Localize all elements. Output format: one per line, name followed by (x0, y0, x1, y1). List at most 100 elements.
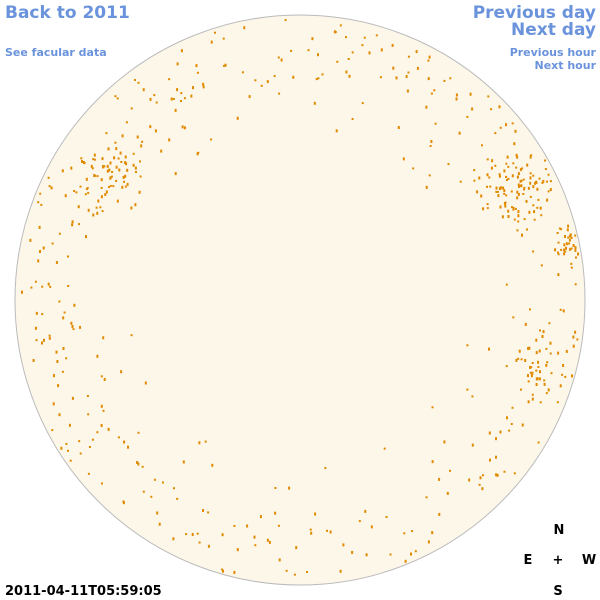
facula (102, 409, 105, 412)
facula (50, 186, 53, 190)
facula (404, 559, 407, 563)
facula (490, 166, 493, 170)
facula (533, 210, 536, 214)
facula (459, 180, 462, 183)
facula (403, 532, 406, 535)
facula (547, 173, 550, 176)
facula (545, 392, 548, 395)
facula (96, 175, 99, 178)
facula (317, 77, 320, 80)
previous-day-link[interactable]: Previous day (473, 3, 596, 23)
facula (561, 373, 564, 376)
facula (333, 30, 336, 34)
facula (407, 71, 410, 74)
facula (510, 423, 513, 425)
facula (495, 437, 497, 441)
facula (183, 126, 186, 130)
facula (284, 19, 287, 22)
facula (560, 228, 563, 231)
facula (30, 286, 33, 289)
facula (168, 138, 171, 142)
facula (176, 497, 179, 500)
facula (571, 374, 573, 378)
facula (176, 62, 179, 66)
facula (557, 251, 559, 254)
facula (542, 330, 545, 334)
facula (210, 138, 213, 141)
facula (487, 95, 490, 98)
facula (549, 180, 552, 183)
facula (126, 168, 129, 172)
facula (370, 525, 373, 529)
facula (511, 406, 514, 409)
facula (90, 164, 93, 168)
facula (174, 108, 177, 112)
next-hour-link[interactable]: Next hour (535, 59, 597, 72)
facula (91, 167, 94, 170)
facula (530, 366, 533, 369)
facula (532, 185, 535, 189)
facula (110, 175, 113, 178)
compass-east: E (524, 553, 533, 568)
facula (563, 248, 566, 252)
facula (539, 370, 541, 374)
facula (495, 455, 497, 459)
facula (278, 92, 281, 95)
facula (489, 185, 492, 188)
facula (101, 482, 103, 485)
facula (543, 379, 546, 382)
facula (532, 250, 535, 253)
facula (153, 478, 156, 481)
facula (576, 338, 579, 341)
facula (310, 531, 313, 535)
facula (195, 64, 198, 68)
facula (172, 537, 175, 541)
facula (274, 511, 277, 515)
facula (102, 336, 105, 340)
facula (395, 76, 398, 80)
facula (124, 155, 127, 159)
facula (72, 328, 75, 331)
facula (519, 168, 522, 172)
facula (559, 384, 562, 388)
facula (121, 134, 124, 138)
facula (564, 235, 566, 238)
facula (153, 94, 156, 97)
facula (522, 193, 525, 195)
previous-hour-link[interactable]: Previous hour (510, 46, 597, 59)
facula (458, 131, 461, 135)
facula (65, 357, 68, 360)
facula (172, 98, 175, 100)
facula (268, 540, 271, 544)
facula (248, 95, 251, 99)
facula (144, 381, 147, 385)
facula (430, 92, 433, 95)
facula (513, 472, 516, 475)
facula (253, 535, 256, 539)
facula (202, 85, 205, 89)
facula (348, 74, 351, 78)
facula (428, 55, 431, 59)
facula (124, 174, 127, 178)
facula (51, 429, 54, 432)
facula (473, 179, 476, 182)
facula (527, 374, 529, 378)
facula (100, 195, 103, 199)
facula (443, 79, 446, 82)
facula (210, 40, 213, 44)
facula (482, 474, 484, 477)
facula (533, 218, 536, 221)
facula (565, 246, 567, 250)
facular-link[interactable]: See facular data (5, 46, 107, 59)
back-link[interactable]: Back to 2011 (5, 3, 130, 23)
facula (116, 97, 119, 100)
facula (125, 121, 128, 124)
facula (431, 460, 434, 464)
facula (482, 207, 485, 211)
next-day-link[interactable]: Next day (511, 20, 596, 40)
facula (339, 569, 342, 573)
facula (140, 144, 143, 148)
facula (572, 344, 575, 348)
